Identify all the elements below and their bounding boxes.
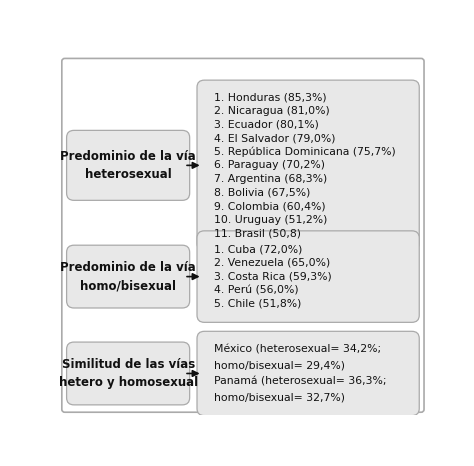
Text: 4. El Salvador (79,0%): 4. El Salvador (79,0%) bbox=[213, 133, 335, 143]
Text: 5. Chile (51,8%): 5. Chile (51,8%) bbox=[213, 299, 301, 309]
Text: Panamá (heterosexual= 36,3%;: Panamá (heterosexual= 36,3%; bbox=[213, 377, 386, 386]
Text: 6. Paraguay (70,2%): 6. Paraguay (70,2%) bbox=[213, 160, 325, 171]
Text: México (heterosexual= 34,2%;: México (heterosexual= 34,2%; bbox=[213, 345, 381, 355]
Text: 11. Brasil (50,8): 11. Brasil (50,8) bbox=[213, 228, 301, 239]
Text: 3. Ecuador (80,1%): 3. Ecuador (80,1%) bbox=[213, 119, 319, 130]
FancyBboxPatch shape bbox=[62, 58, 424, 412]
Text: 10. Uruguay (51,2%): 10. Uruguay (51,2%) bbox=[213, 215, 327, 225]
FancyBboxPatch shape bbox=[197, 331, 419, 416]
FancyBboxPatch shape bbox=[197, 80, 419, 251]
Text: Predominio de la vía
heterosexual: Predominio de la vía heterosexual bbox=[60, 150, 196, 181]
Text: 9. Colombia (60,4%): 9. Colombia (60,4%) bbox=[213, 201, 325, 211]
Text: Predominio de la vía
homo/bisexual: Predominio de la vía homo/bisexual bbox=[60, 261, 196, 292]
FancyBboxPatch shape bbox=[66, 342, 190, 405]
Text: 4. Perú (56,0%): 4. Perú (56,0%) bbox=[213, 285, 298, 295]
Text: 1. Honduras (85,3%): 1. Honduras (85,3%) bbox=[213, 92, 326, 102]
Text: 8. Bolivia (67,5%): 8. Bolivia (67,5%) bbox=[213, 188, 310, 198]
Text: 5. República Dominicana (75,7%): 5. República Dominicana (75,7%) bbox=[213, 146, 395, 157]
Text: 2. Nicaragua (81,0%): 2. Nicaragua (81,0%) bbox=[213, 106, 329, 116]
Text: homo/bisexual= 32,7%): homo/bisexual= 32,7%) bbox=[213, 392, 345, 402]
FancyBboxPatch shape bbox=[66, 245, 190, 308]
Text: Similitud de las vías
hetero y homosexual: Similitud de las vías hetero y homosexua… bbox=[59, 358, 198, 389]
Text: 2. Venezuela (65,0%): 2. Venezuela (65,0%) bbox=[213, 258, 330, 268]
FancyBboxPatch shape bbox=[197, 231, 419, 322]
Text: homo/bisexual= 29,4%): homo/bisexual= 29,4%) bbox=[213, 361, 345, 370]
Text: 3. Costa Rica (59,3%): 3. Costa Rica (59,3%) bbox=[213, 272, 331, 281]
FancyBboxPatch shape bbox=[66, 130, 190, 200]
Text: 1. Cuba (72,0%): 1. Cuba (72,0%) bbox=[213, 244, 302, 254]
Text: 7. Argentina (68,3%): 7. Argentina (68,3%) bbox=[213, 174, 327, 184]
